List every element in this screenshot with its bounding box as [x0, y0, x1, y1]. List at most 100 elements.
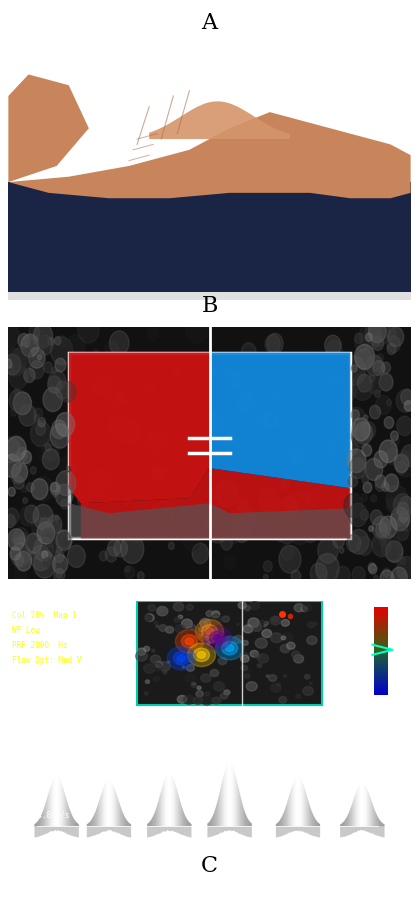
Circle shape — [33, 504, 53, 529]
Polygon shape — [220, 826, 221, 832]
Circle shape — [376, 354, 384, 363]
Circle shape — [156, 625, 159, 628]
Circle shape — [281, 632, 293, 642]
Circle shape — [137, 571, 144, 580]
Circle shape — [352, 359, 365, 375]
Circle shape — [231, 370, 246, 389]
Circle shape — [220, 383, 230, 395]
Polygon shape — [376, 814, 377, 826]
Polygon shape — [122, 811, 123, 826]
Circle shape — [256, 414, 266, 426]
Circle shape — [5, 360, 12, 369]
Circle shape — [352, 567, 365, 583]
Circle shape — [222, 638, 233, 647]
Polygon shape — [163, 781, 164, 826]
Text: RT  PSA  NECK: RT PSA NECK — [111, 857, 187, 867]
Polygon shape — [342, 826, 343, 837]
Polygon shape — [314, 816, 315, 826]
Polygon shape — [227, 764, 228, 826]
Polygon shape — [366, 826, 367, 832]
FancyBboxPatch shape — [375, 618, 388, 619]
FancyBboxPatch shape — [375, 622, 388, 623]
FancyBboxPatch shape — [375, 674, 388, 675]
Polygon shape — [294, 826, 295, 832]
Polygon shape — [342, 823, 343, 826]
Polygon shape — [341, 826, 342, 837]
FancyBboxPatch shape — [375, 631, 388, 633]
Polygon shape — [67, 803, 68, 826]
Polygon shape — [232, 765, 233, 826]
Polygon shape — [166, 826, 167, 832]
Circle shape — [365, 333, 372, 342]
Polygon shape — [87, 826, 88, 838]
Polygon shape — [183, 810, 184, 826]
Circle shape — [50, 483, 60, 495]
Polygon shape — [188, 826, 189, 837]
Polygon shape — [75, 821, 76, 826]
Polygon shape — [239, 826, 240, 833]
Circle shape — [387, 335, 400, 353]
FancyBboxPatch shape — [375, 639, 388, 640]
FancyBboxPatch shape — [375, 650, 388, 651]
Polygon shape — [42, 826, 43, 835]
Circle shape — [16, 552, 31, 571]
Circle shape — [50, 336, 72, 364]
Polygon shape — [210, 826, 211, 837]
Polygon shape — [352, 826, 353, 833]
Circle shape — [271, 632, 282, 643]
Text: B: B — [201, 294, 218, 317]
FancyBboxPatch shape — [375, 659, 388, 660]
Circle shape — [357, 536, 372, 555]
FancyBboxPatch shape — [375, 673, 388, 675]
Circle shape — [398, 496, 414, 517]
Polygon shape — [112, 826, 113, 832]
Circle shape — [374, 575, 378, 580]
Polygon shape — [181, 805, 182, 826]
Circle shape — [42, 551, 48, 559]
Polygon shape — [128, 822, 129, 826]
Polygon shape — [371, 799, 372, 826]
Circle shape — [192, 544, 209, 563]
FancyBboxPatch shape — [375, 679, 388, 680]
Circle shape — [29, 326, 40, 339]
Circle shape — [4, 348, 26, 376]
Circle shape — [56, 471, 76, 495]
Polygon shape — [124, 816, 125, 826]
Circle shape — [27, 483, 34, 492]
Polygon shape — [89, 822, 90, 826]
Polygon shape — [379, 819, 380, 826]
Circle shape — [250, 601, 260, 610]
Circle shape — [17, 448, 28, 461]
Polygon shape — [316, 820, 317, 826]
Polygon shape — [117, 796, 118, 826]
Circle shape — [94, 349, 98, 354]
Circle shape — [371, 495, 377, 502]
Polygon shape — [71, 826, 72, 836]
Polygon shape — [8, 112, 411, 198]
Polygon shape — [69, 826, 70, 835]
FancyBboxPatch shape — [375, 642, 388, 643]
Polygon shape — [111, 826, 112, 832]
Circle shape — [372, 335, 384, 351]
FancyBboxPatch shape — [375, 663, 388, 664]
Circle shape — [354, 334, 369, 352]
Circle shape — [124, 383, 133, 394]
Polygon shape — [249, 822, 250, 826]
Polygon shape — [374, 826, 375, 835]
Polygon shape — [306, 826, 307, 832]
Circle shape — [197, 651, 205, 658]
Circle shape — [244, 440, 260, 459]
Polygon shape — [101, 826, 102, 832]
Polygon shape — [236, 826, 237, 832]
Polygon shape — [240, 794, 241, 826]
Polygon shape — [177, 826, 178, 833]
Polygon shape — [91, 826, 92, 836]
Circle shape — [136, 651, 147, 661]
Circle shape — [362, 444, 372, 457]
Polygon shape — [226, 766, 227, 826]
Circle shape — [208, 412, 217, 422]
Polygon shape — [115, 790, 116, 826]
Circle shape — [355, 422, 372, 444]
Polygon shape — [305, 791, 306, 826]
FancyBboxPatch shape — [375, 641, 388, 643]
